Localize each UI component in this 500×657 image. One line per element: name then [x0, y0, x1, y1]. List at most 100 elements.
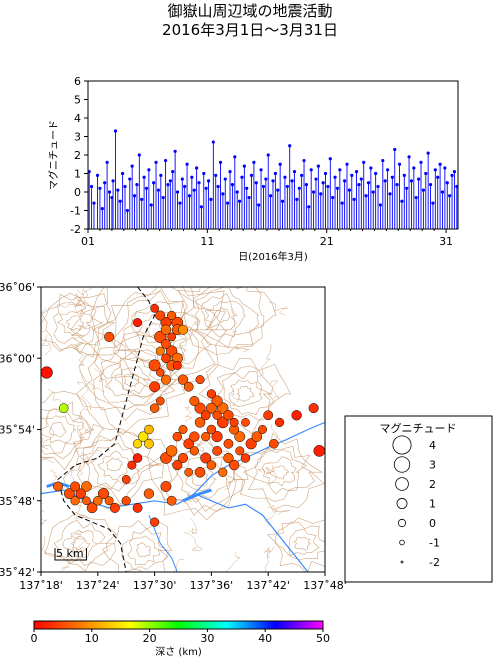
y-tick-label: -1 — [70, 205, 81, 218]
contour-line — [268, 301, 288, 316]
contour-line — [267, 517, 325, 572]
epicenter-marker — [194, 417, 206, 428]
stem-marker — [257, 203, 261, 207]
contour-line — [66, 315, 84, 331]
contour-line — [261, 456, 297, 487]
stem-marker — [285, 184, 289, 189]
contour-line — [41, 334, 52, 356]
contour-line — [187, 436, 205, 457]
lat-tick-label: 35˚48' — [0, 495, 35, 508]
stem-marker — [321, 181, 325, 185]
stem-marker — [283, 175, 287, 179]
epicenter-marker — [189, 431, 200, 442]
stem-marker — [385, 168, 390, 172]
legend-label: 4 — [429, 439, 436, 452]
stem-marker — [228, 170, 232, 174]
colorbar-tick-label: 10 — [85, 632, 99, 645]
epicenter-marker — [132, 502, 143, 513]
epicenter-marker — [121, 496, 131, 506]
epicenter-marker — [155, 346, 165, 356]
contour-line — [78, 370, 105, 393]
epicenter-marker — [206, 424, 217, 435]
stem-marker — [235, 190, 239, 194]
contour-line — [85, 449, 104, 466]
stem-marker — [107, 190, 112, 194]
stem-marker — [302, 158, 306, 163]
stem-marker — [121, 171, 125, 176]
epicenter-marker — [313, 445, 325, 457]
stem-marker — [414, 195, 418, 200]
stem-marker — [221, 192, 225, 196]
contour-line — [270, 380, 280, 399]
contour-line — [184, 406, 193, 422]
stem-marker — [431, 201, 435, 205]
stem-marker — [347, 188, 351, 192]
epicenter-marker — [183, 438, 194, 450]
stem-marker — [333, 175, 337, 179]
colorbar-label: 深さ (km) — [155, 646, 202, 657]
contour-line — [189, 313, 200, 332]
stem-marker — [450, 173, 454, 177]
contour-line — [73, 289, 85, 299]
stem-marker — [378, 203, 383, 207]
legend-label: -1 — [429, 537, 440, 550]
stem-marker — [266, 153, 270, 157]
stem-marker — [428, 183, 433, 187]
contour-line — [109, 520, 173, 572]
stem-marker — [226, 201, 230, 205]
contour-line — [293, 536, 312, 551]
stem-marker — [247, 195, 251, 200]
stem-marker — [436, 175, 440, 179]
chart-title: 御嶽山周辺域の地震活動 — [167, 2, 333, 20]
epicenter-marker — [251, 431, 263, 442]
stem-marker — [178, 201, 182, 205]
stem-marker — [199, 205, 203, 209]
stem-marker — [140, 197, 144, 201]
stem-marker — [424, 171, 428, 176]
contour-line — [71, 535, 91, 552]
stem-marker — [166, 183, 170, 187]
epicenter-marker — [177, 452, 189, 464]
legend-title: マグニチュード — [380, 421, 457, 435]
scale-bar-label: 5 km — [56, 547, 84, 560]
stem-marker — [300, 173, 304, 177]
y-axis-ticks: -2 -1 0 1 2 3 4 5 6 — [70, 75, 88, 236]
epicenter-marker — [206, 460, 217, 470]
stem-marker — [307, 205, 311, 209]
stem-marker — [371, 190, 375, 194]
stem-marker — [130, 164, 134, 168]
legend-items: 4 3 2 1 0 -1 -2 — [392, 435, 440, 569]
stem-marker — [381, 158, 385, 163]
contour-line — [93, 368, 112, 390]
contour-line — [42, 415, 55, 450]
contour-line — [223, 470, 236, 490]
stem-marker — [395, 183, 399, 187]
contour-line — [76, 381, 92, 411]
x-axis-ticks: 01 11 21 31 — [81, 229, 453, 248]
epicenter-marker — [161, 353, 171, 364]
stem-marker — [271, 179, 275, 183]
epicenter-marker — [194, 466, 206, 478]
stem-marker — [132, 194, 137, 198]
contour-line — [41, 391, 105, 471]
stem-marker — [214, 173, 218, 177]
stem-marker — [209, 197, 213, 201]
stem-marker — [273, 171, 277, 176]
stem-marker — [118, 199, 122, 203]
epicenter-marker — [166, 495, 177, 506]
legend-label: 0 — [429, 517, 436, 530]
epicenter-marker — [144, 438, 154, 449]
epicenter-marker — [212, 445, 222, 456]
epicenter-marker — [93, 495, 103, 506]
lon-tick-label: 137˚18' — [19, 579, 63, 592]
stem-marker — [452, 170, 457, 174]
colorbar-tick-label: 20 — [143, 632, 157, 645]
stem-marker — [316, 164, 320, 168]
contour-line — [258, 343, 272, 378]
contour-line — [204, 301, 238, 331]
epicenter-marker — [144, 424, 154, 435]
epicenter-marker — [218, 467, 228, 477]
epicenter-marker — [223, 438, 234, 449]
epicenter-marker — [177, 374, 189, 385]
stem-marker — [405, 186, 409, 190]
